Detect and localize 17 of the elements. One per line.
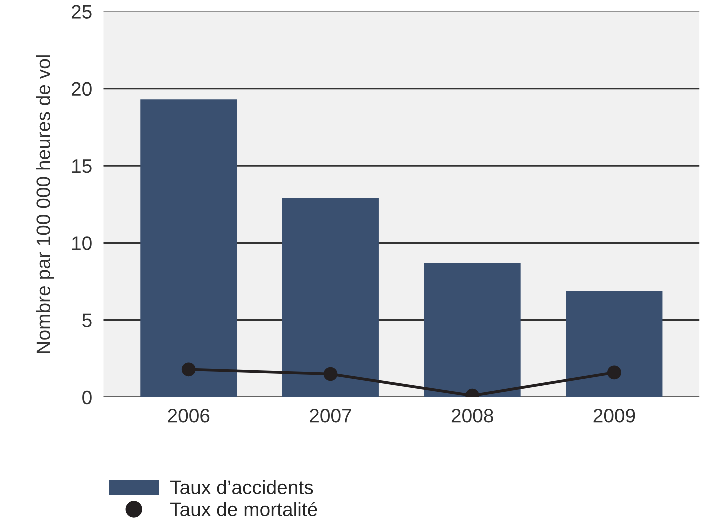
y-tick-label: 20 bbox=[72, 82, 92, 96]
legend-label: Taux d’accidents bbox=[170, 480, 314, 494]
x-tick-label: 2006 bbox=[168, 409, 210, 423]
y-tick-label: 5 bbox=[82, 314, 92, 328]
y-axis-title: Nombre par 100 000 heures de vol bbox=[36, 56, 54, 354]
x-tick-label: 2009 bbox=[594, 409, 636, 423]
bar bbox=[566, 290, 663, 398]
y-tick-label: 0 bbox=[82, 390, 92, 405]
y-tick-label: 25 bbox=[72, 5, 92, 19]
bar bbox=[424, 263, 521, 398]
y-tick-label: 15 bbox=[72, 160, 92, 174]
x-tick-label: 2008 bbox=[452, 409, 494, 423]
bar bbox=[140, 100, 238, 398]
y-tick-label: 10 bbox=[72, 236, 92, 250]
legend-label: Taux de mortalité bbox=[170, 502, 318, 516]
bar bbox=[282, 198, 379, 398]
x-tick-label: 2007 bbox=[310, 409, 352, 423]
